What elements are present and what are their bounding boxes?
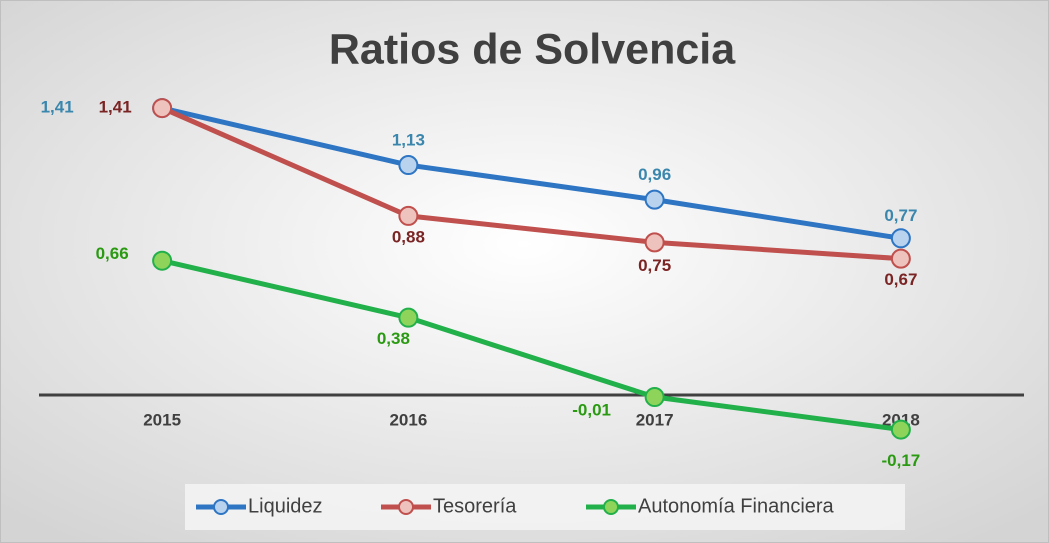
data-label: 1,41 — [99, 98, 132, 117]
x-tick-label: 2017 — [636, 410, 674, 429]
data-label: 0,75 — [638, 256, 671, 275]
data-label: -0,17 — [882, 451, 921, 470]
legend-label: Liquidez — [248, 495, 323, 517]
marker — [398, 155, 419, 176]
x-tick-label: 2016 — [389, 410, 427, 429]
marker — [152, 250, 173, 271]
marker — [398, 307, 419, 328]
legend-box — [185, 484, 905, 530]
marker — [398, 205, 419, 226]
legend-label: Tesorería — [433, 495, 517, 517]
marker — [644, 232, 665, 253]
legend-label: Autonomía Financiera — [638, 495, 835, 517]
marker — [890, 419, 911, 440]
marker — [152, 98, 173, 119]
chart-title: Ratios de Solvencia — [329, 25, 736, 73]
data-label: 0,88 — [392, 227, 425, 246]
data-label: -0,01 — [572, 401, 611, 420]
legend-marker — [603, 499, 619, 515]
legend-marker — [213, 499, 229, 515]
data-label: 0,96 — [638, 165, 671, 184]
data-label: 1,13 — [392, 131, 425, 150]
data-label: 0,38 — [377, 329, 410, 348]
data-label: 0,77 — [884, 206, 917, 225]
marker — [890, 228, 911, 249]
data-label: 1,41 — [41, 98, 74, 117]
data-label: 0,66 — [96, 244, 129, 263]
marker — [644, 189, 665, 210]
marker — [644, 387, 665, 408]
data-label: 0,67 — [884, 270, 917, 289]
legend-marker — [398, 499, 414, 515]
marker — [890, 248, 911, 269]
x-tick-label: 2015 — [143, 410, 181, 429]
series-line — [161, 105, 902, 241]
series-line — [161, 258, 902, 433]
series-line — [161, 105, 902, 262]
